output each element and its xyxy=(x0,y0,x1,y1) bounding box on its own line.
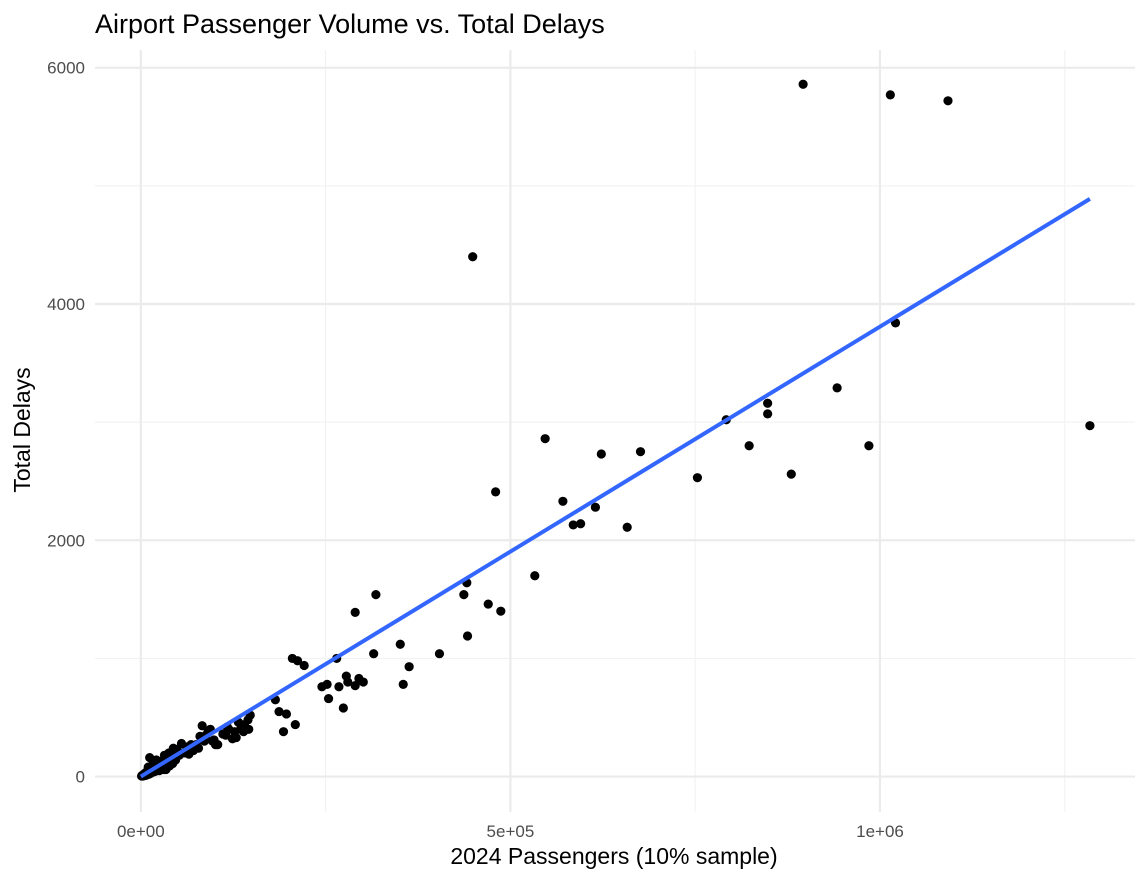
data-point xyxy=(145,753,155,763)
data-point xyxy=(496,606,506,616)
data-point xyxy=(832,383,842,393)
data-point xyxy=(558,496,568,506)
data-point xyxy=(468,252,478,262)
data-point xyxy=(798,79,808,89)
data-point xyxy=(350,607,360,617)
data-point xyxy=(590,502,601,512)
data-point xyxy=(540,434,550,444)
data-point xyxy=(197,721,207,731)
data-point xyxy=(350,680,360,691)
data-point xyxy=(162,762,173,772)
data-point xyxy=(354,673,364,684)
data-point xyxy=(744,441,754,451)
data-point xyxy=(341,671,351,681)
y-axis-ticks: 0 2000 4000 6000 xyxy=(47,59,85,787)
x-tick-label: 0e+00 xyxy=(117,822,165,841)
data-point xyxy=(596,449,606,459)
data-point xyxy=(622,522,632,532)
trend-line xyxy=(139,197,1091,779)
data-point xyxy=(885,90,895,100)
data-point xyxy=(1085,421,1095,431)
data-point xyxy=(404,662,414,672)
y-tick-label: 4000 xyxy=(47,295,85,314)
data-point xyxy=(281,709,292,719)
data-point xyxy=(334,682,344,692)
data-point xyxy=(209,735,219,745)
x-axis-ticks: 0e+00 5e+05 1e+06 xyxy=(117,822,904,841)
data-point xyxy=(323,693,334,704)
data-point xyxy=(763,398,773,408)
grid-lines xyxy=(95,50,1135,812)
data-points xyxy=(136,79,1095,781)
data-point xyxy=(290,719,300,730)
data-point xyxy=(278,727,289,737)
data-point xyxy=(491,487,501,497)
data-point xyxy=(274,706,284,717)
data-point xyxy=(338,703,348,713)
data-point xyxy=(692,473,703,483)
data-point xyxy=(434,649,445,659)
data-point xyxy=(371,590,381,600)
chart-title: Airport Passenger Volume vs. Total Delay… xyxy=(95,9,605,39)
data-point xyxy=(943,96,953,106)
data-point xyxy=(395,639,405,649)
data-point xyxy=(530,571,540,581)
data-point xyxy=(786,469,796,479)
data-point xyxy=(459,590,469,600)
data-point xyxy=(317,682,327,692)
data-point xyxy=(369,649,379,659)
data-point xyxy=(483,599,493,609)
data-point xyxy=(398,679,408,690)
data-point xyxy=(218,729,228,739)
x-tick-label: 5e+05 xyxy=(487,822,535,841)
data-point xyxy=(231,732,241,743)
trend-line-layer xyxy=(139,197,1091,779)
data-point xyxy=(287,653,297,664)
data-point xyxy=(244,724,254,734)
y-tick-label: 6000 xyxy=(47,59,85,78)
y-axis-title: Total Delays xyxy=(9,367,35,492)
x-axis-title: 2024 Passengers (10% sample) xyxy=(450,843,777,869)
data-point xyxy=(576,519,586,529)
data-point xyxy=(864,441,874,451)
data-point xyxy=(763,409,773,419)
data-point xyxy=(635,447,646,457)
data-point xyxy=(462,631,473,641)
data-point xyxy=(568,520,578,530)
y-tick-label: 2000 xyxy=(47,531,85,550)
data-point xyxy=(299,660,309,671)
x-tick-label: 1e+06 xyxy=(856,822,904,841)
y-tick-label: 0 xyxy=(76,768,85,787)
